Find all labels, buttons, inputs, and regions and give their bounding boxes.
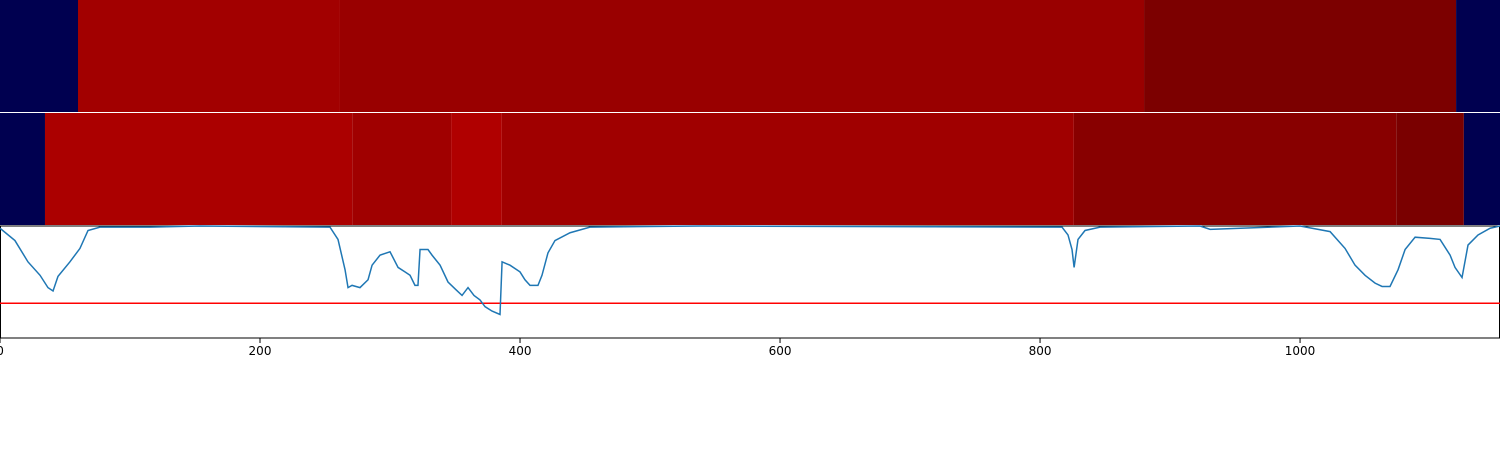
plot-area <box>0 225 1500 339</box>
heatmap-cell <box>0 0 79 112</box>
heatmap-cell <box>451 113 502 225</box>
x-tick-label: 600 <box>769 344 792 358</box>
heatmap-cell <box>78 0 340 112</box>
heatmap-cell <box>1463 113 1500 225</box>
x-tick-label: 200 <box>249 344 272 358</box>
x-tick-label: 400 <box>509 344 532 358</box>
heatmap-cell <box>1396 113 1464 225</box>
heatmap-cell <box>1073 113 1397 225</box>
heatmap-cell <box>352 113 452 225</box>
heatmap-cell <box>0 113 45 225</box>
heatmap-cell <box>1144 0 1457 112</box>
x-tick-label: 0 <box>0 344 4 358</box>
x-tick-label: 800 <box>1029 344 1052 358</box>
heatmap-cell <box>1456 0 1500 112</box>
heatmap-cell <box>501 113 1074 225</box>
line-series <box>0 225 1500 316</box>
heatmap-cell <box>339 0 1145 112</box>
x-tick-label: 1000 <box>1285 344 1316 358</box>
heatmap-cell <box>44 113 353 225</box>
